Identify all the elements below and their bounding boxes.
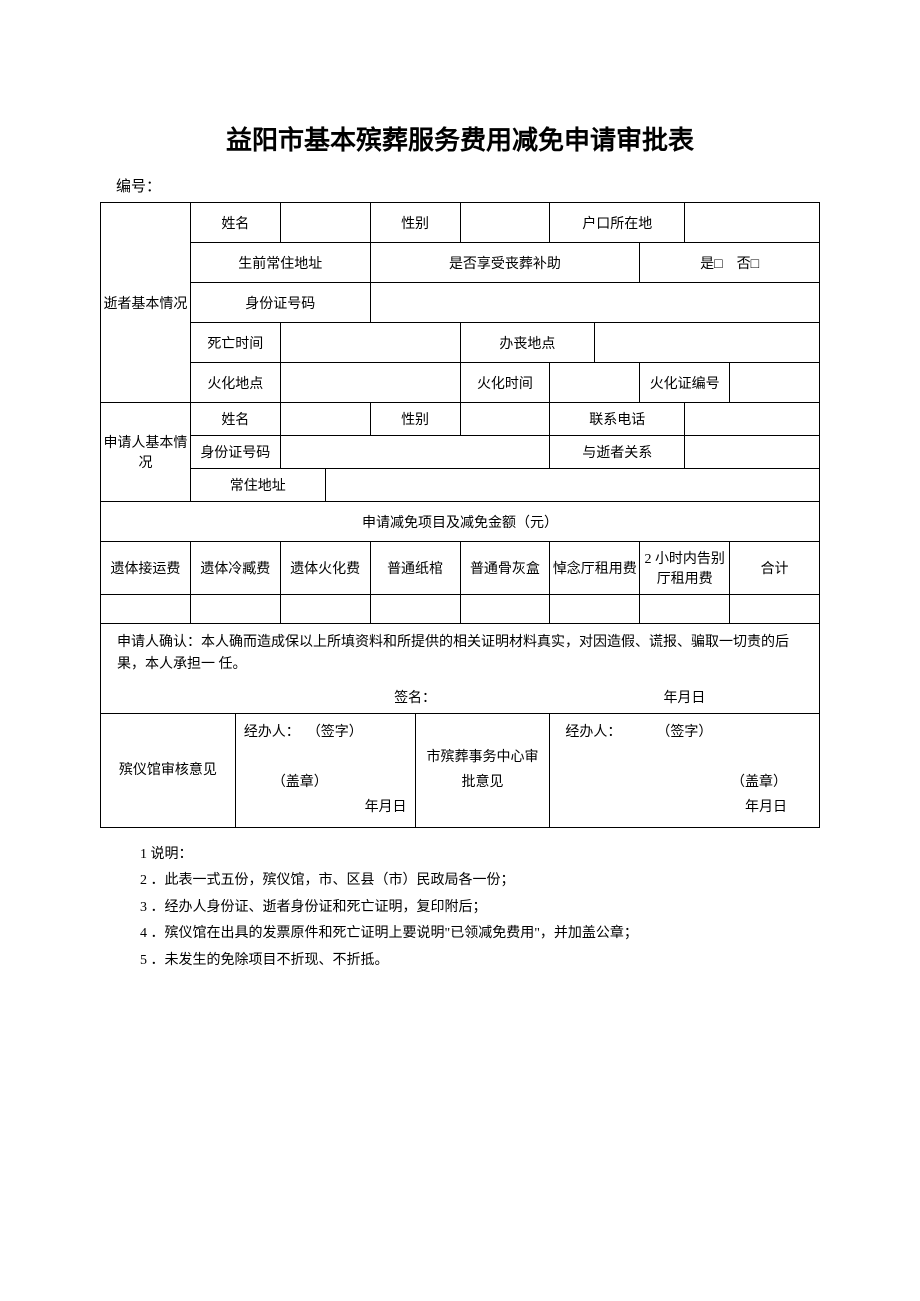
handler-right-date: 年月日: [558, 795, 811, 820]
deceased-section-label: 逝者基本情况: [101, 203, 191, 403]
serial-number-label: 编号：: [100, 175, 820, 196]
applicant-name-label: 姓名: [190, 403, 280, 436]
applicant-section-label: 申请人基本情况: [101, 403, 191, 502]
cremation-place-value[interactable]: [280, 363, 460, 403]
cremation-cert-label: 火化证编号: [640, 363, 730, 403]
handler-left-stamp: （盖章）: [272, 775, 328, 790]
deceased-subsidy-value[interactable]: 是□ 否□: [640, 243, 820, 283]
applicant-name-value[interactable]: [280, 403, 370, 436]
applicant-residence-value[interactable]: [325, 469, 819, 502]
funeral-place-value[interactable]: [595, 323, 820, 363]
deceased-name-label: 姓名: [190, 203, 280, 243]
deceased-hukou-label: 户口所在地: [550, 203, 685, 243]
applicant-gender-label: 性别: [370, 403, 460, 436]
val-ash-box[interactable]: [460, 595, 550, 624]
deceased-gender-value[interactable]: [460, 203, 550, 243]
subsidy-yes-text: 是: [700, 257, 714, 272]
signature-date[interactable]: 年月日: [550, 681, 820, 714]
col-hall-rent: 悼念厅租用费: [550, 542, 640, 595]
deceased-id-value[interactable]: [370, 283, 819, 323]
handler-right-label: 经办人：: [565, 725, 621, 740]
confirm-text: 申请人确认：本人确而造成保以上所填资料和所提供的相关证明材料真实，对因造假、谎报…: [101, 624, 820, 681]
approval-right-content[interactable]: 经办人： （签字） （盖章） 年月日: [550, 713, 820, 827]
note-4: 5 ．未发生的免除项目不折现、不折抵。: [140, 948, 820, 975]
note-2: 3 ．经办人身份证、逝者身份证和死亡证明，复印附后；: [140, 895, 820, 922]
cremation-place-label: 火化地点: [190, 363, 280, 403]
deceased-subsidy-label: 是否享受丧葬补助: [370, 243, 640, 283]
approval-left-label: 殡仪馆审核意见: [101, 713, 236, 827]
applicant-id-label: 身份证号码: [190, 436, 280, 469]
val-cremation[interactable]: [280, 595, 370, 624]
note-0: 1 说明：: [140, 842, 820, 869]
approval-left-content[interactable]: 经办人： （签字） （盖章） 年月日: [235, 713, 415, 827]
cremation-cert-value[interactable]: [730, 363, 820, 403]
form-title: 益阳市基本殡葬服务费用减免申请审批表: [100, 120, 820, 157]
deceased-name-value[interactable]: [280, 203, 370, 243]
handler-right-stamp: （盖章）: [731, 775, 787, 790]
applicant-residence-label: 常住地址: [190, 469, 325, 502]
approval-center-label: 市殡葬事务中心审批意见: [415, 713, 550, 827]
reduction-section-title: 申请减免项目及减免金额（元）: [101, 502, 820, 542]
deceased-gender-label: 性别: [370, 203, 460, 243]
handler-right-sign: （签字）: [656, 725, 712, 740]
deceased-id-label: 身份证号码: [190, 283, 370, 323]
col-refrigeration: 遗体冷臧费: [190, 542, 280, 595]
signature-label[interactable]: 签名：: [280, 681, 550, 714]
handler-left-label: 经办人：: [244, 725, 300, 740]
checkbox-yes-icon[interactable]: □: [714, 255, 722, 271]
applicant-phone-label: 联系电话: [550, 403, 685, 436]
confirm-text-content: 申请人确认：本人确而造成保以上所填资料和所提供的相关证明材料真实，对因造假、谎报…: [117, 635, 789, 672]
funeral-place-label: 办丧地点: [460, 323, 595, 363]
col-total: 合计: [730, 542, 820, 595]
col-coffin: 普通纸棺: [370, 542, 460, 595]
col-transport: 遗体接运费: [101, 542, 191, 595]
val-transport[interactable]: [101, 595, 191, 624]
sig-blank: [101, 681, 281, 714]
applicant-phone-value[interactable]: [685, 403, 820, 436]
cremation-time-value[interactable]: [550, 363, 640, 403]
death-time-value[interactable]: [280, 323, 460, 363]
val-farewell-rent[interactable]: [640, 595, 730, 624]
death-time-label: 死亡时间: [190, 323, 280, 363]
handler-left-sign: （签字）: [307, 725, 363, 740]
application-form-table: 逝者基本情况 姓名 性别 户口所在地 生前常住地址 是否享受丧葬补助 是□ 否□…: [100, 202, 820, 828]
val-refrigeration[interactable]: [190, 595, 280, 624]
note-3: 4 ．殡仪馆在出具的发票原件和死亡证明上要说明"已领减免费用"，并加盖公章；: [140, 921, 820, 948]
applicant-relation-label: 与逝者关系: [550, 436, 685, 469]
val-coffin[interactable]: [370, 595, 460, 624]
col-farewell-rent: 2 小时内告别厅租用费: [640, 542, 730, 595]
handler-left-date: 年月日: [244, 795, 407, 820]
form-notes: 1 说明： 2 ．此表一式五份，殡仪馆，市、区县（市）民政局各一份； 3 ．经办…: [100, 842, 820, 975]
applicant-gender-value[interactable]: [460, 403, 550, 436]
deceased-residence-label: 生前常住地址: [190, 243, 370, 283]
subsidy-no-text: 否: [737, 257, 751, 272]
applicant-relation-value[interactable]: [685, 436, 820, 469]
note-1: 2 ．此表一式五份，殡仪馆，市、区县（市）民政局各一份；: [140, 868, 820, 895]
col-ash-box: 普通骨灰盒: [460, 542, 550, 595]
deceased-hukou-value[interactable]: [685, 203, 820, 243]
cremation-time-label: 火化时间: [460, 363, 550, 403]
col-cremation: 遗体火化费: [280, 542, 370, 595]
val-hall-rent[interactable]: [550, 595, 640, 624]
val-total[interactable]: [730, 595, 820, 624]
applicant-id-value[interactable]: [280, 436, 550, 469]
checkbox-no-icon[interactable]: □: [751, 255, 759, 271]
